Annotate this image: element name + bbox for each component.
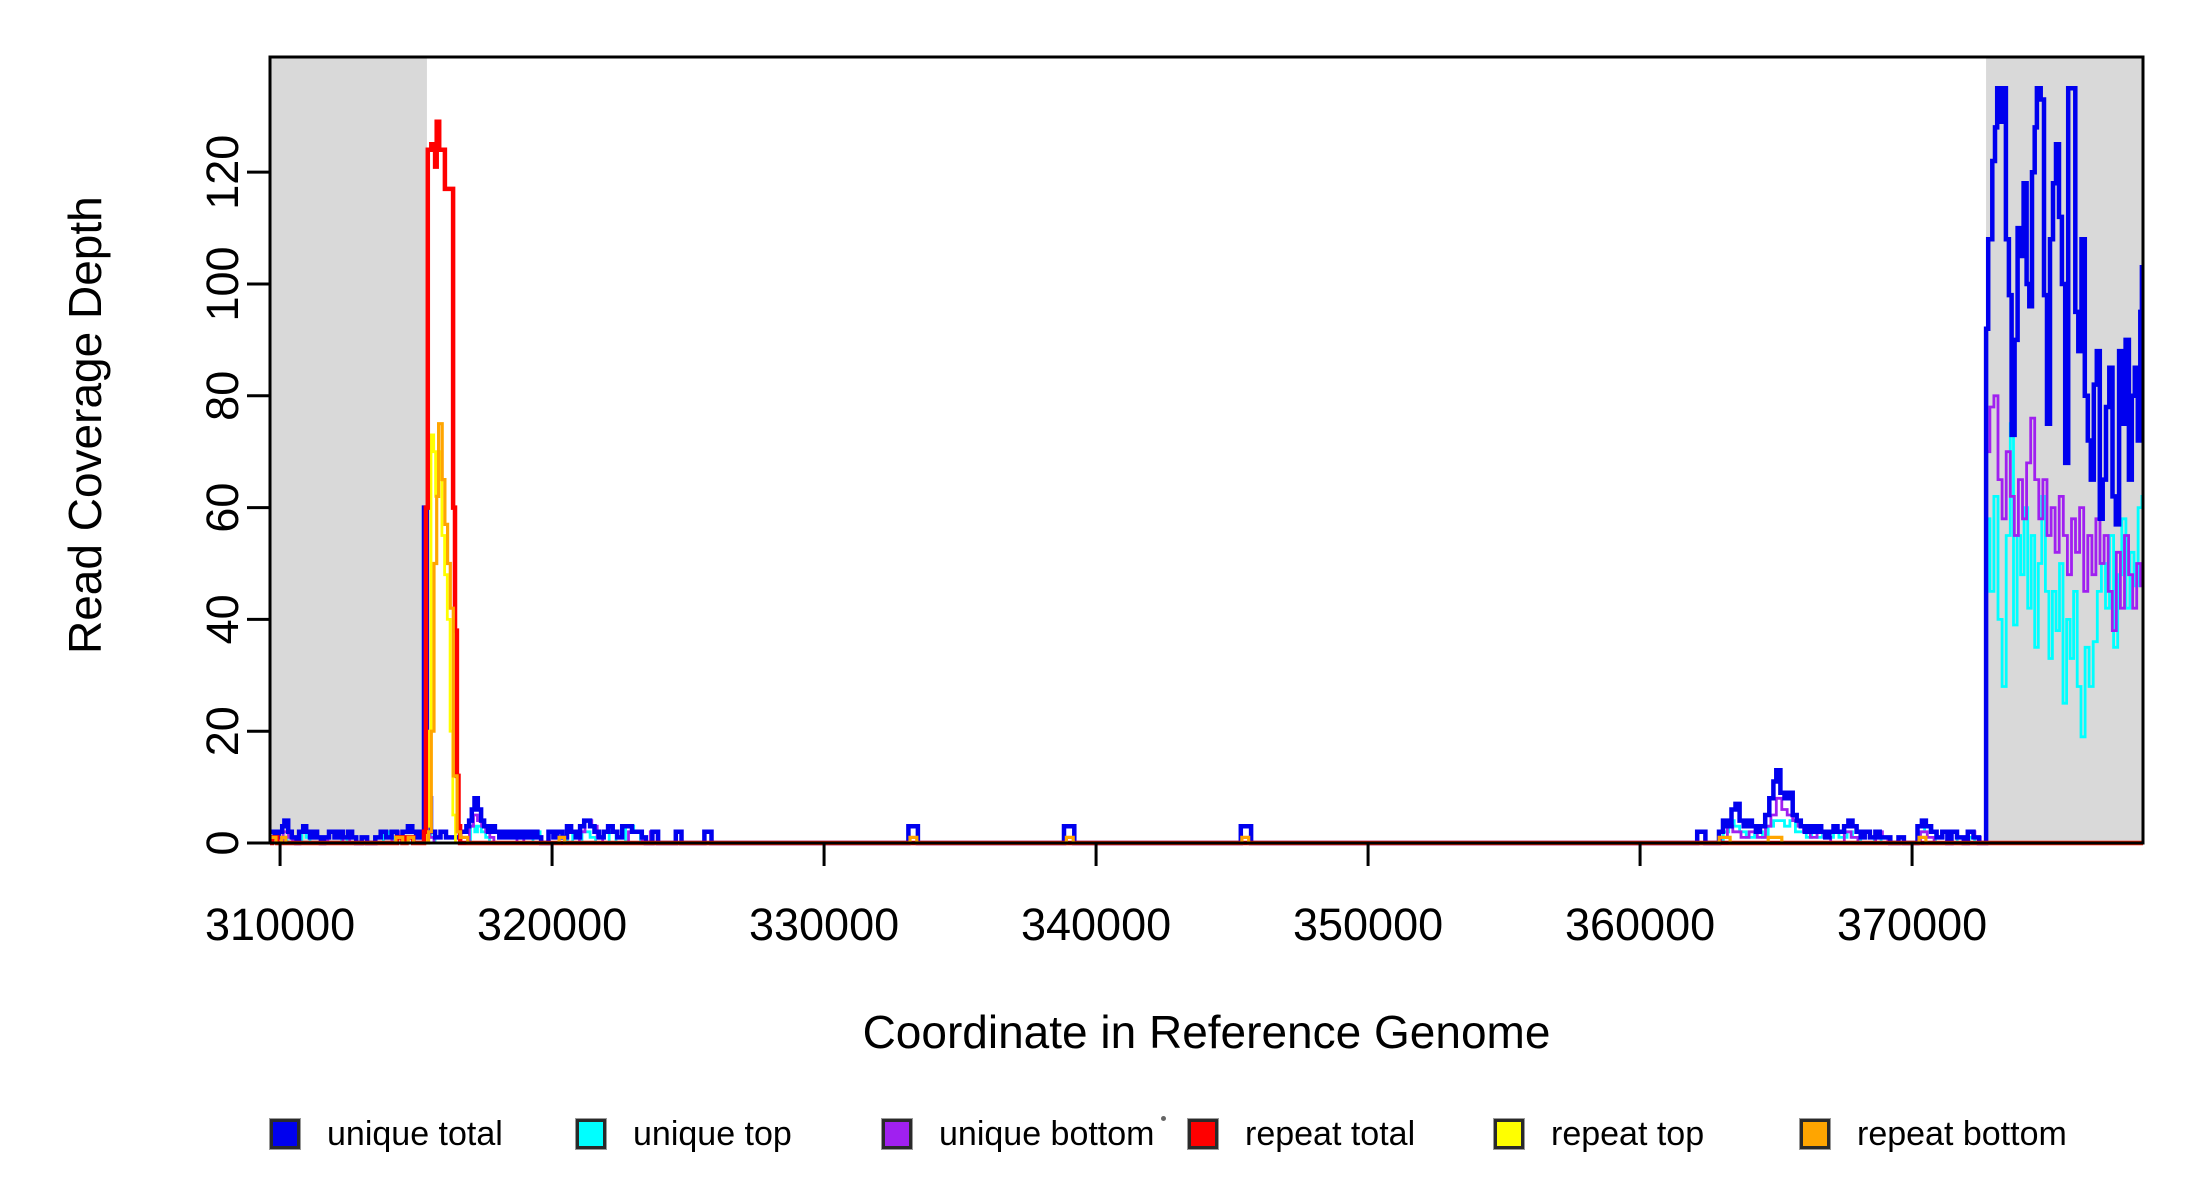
y-axis-tick-label: 80 bbox=[197, 371, 248, 421]
legend: unique total unique top unique bottom repea… bbox=[0, 1112, 2200, 1172]
series-unique-top bbox=[270, 422, 2144, 845]
shaded-region-left bbox=[270, 57, 427, 843]
legend-item-label: repeat top bbox=[1551, 1115, 1705, 1153]
x-axis-tick-label: 360000 bbox=[1565, 899, 1715, 950]
legend-swatch-unique-bottom bbox=[882, 1119, 912, 1149]
y-axis-tick-label: 40 bbox=[197, 594, 248, 644]
legend-item-unique-total: unique total bbox=[270, 1112, 503, 1156]
y-axis-tick-label: 0 bbox=[197, 830, 248, 855]
plot-frame bbox=[268, 55, 2145, 845]
x-axis-tick-label: 340000 bbox=[1021, 899, 1171, 950]
y-axis-tick-label: 20 bbox=[197, 706, 248, 756]
x-axis-tick-label: 310000 bbox=[205, 899, 355, 950]
legend-swatch-unique-total bbox=[270, 1119, 300, 1149]
y-axis-tick-label: 120 bbox=[197, 135, 248, 210]
series-repeat-total bbox=[269, 119, 2143, 846]
stray-dot-artifact bbox=[1161, 1116, 1166, 1121]
legend-item-label: repeat bottom bbox=[1857, 1115, 2067, 1153]
legend-swatch-repeat-total bbox=[1188, 1119, 1218, 1149]
x-axis-tick-label: 320000 bbox=[477, 899, 627, 950]
x-axis-title: Coordinate in Reference Genome bbox=[862, 1006, 1551, 1058]
legend-item-repeat-bottom: repeat bottom bbox=[1800, 1112, 2067, 1156]
legend-swatch-unique-top bbox=[576, 1119, 606, 1149]
legend-item-label: unique top bbox=[633, 1115, 792, 1153]
y-axis-tick-label: 100 bbox=[197, 246, 248, 321]
legend-item-unique-bottom: unique bottom bbox=[882, 1112, 1155, 1156]
series-unique-bottom bbox=[270, 394, 2143, 845]
y-axis-title: Read Coverage Depth bbox=[59, 196, 111, 654]
legend-item-unique-top: unique top bbox=[576, 1112, 792, 1156]
series-group bbox=[269, 86, 2144, 846]
legend-item-label: unique total bbox=[327, 1115, 503, 1153]
legend-item-repeat-total: repeat total bbox=[1188, 1112, 1415, 1156]
legend-item-label: unique bottom bbox=[939, 1115, 1155, 1153]
x-axis-tick-label: 350000 bbox=[1293, 899, 1443, 950]
series-repeat-bottom bbox=[270, 422, 2143, 845]
x-axis-tick-label: 370000 bbox=[1837, 899, 1987, 950]
legend-item-label: repeat total bbox=[1245, 1115, 1416, 1153]
series-unique-total bbox=[270, 86, 2144, 846]
x-axis-tick-label: 330000 bbox=[749, 899, 899, 950]
series-repeat-top bbox=[270, 433, 2143, 845]
legend-swatch-repeat-bottom bbox=[1800, 1119, 1830, 1149]
legend-swatch-repeat-top bbox=[1494, 1119, 1524, 1149]
legend-item-repeat-top: repeat top bbox=[1494, 1112, 1704, 1156]
y-axis-tick-label: 60 bbox=[197, 483, 248, 533]
